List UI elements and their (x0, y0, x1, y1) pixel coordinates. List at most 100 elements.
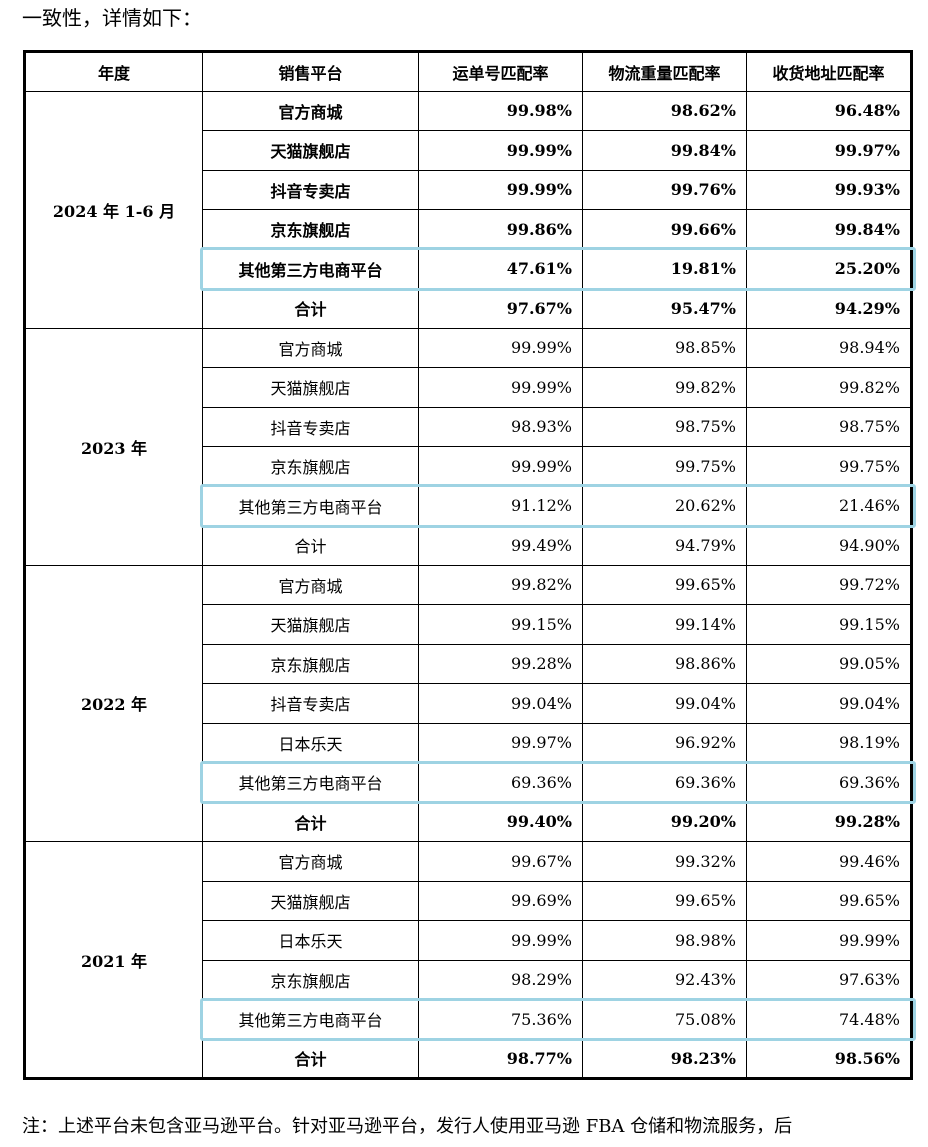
rate-cell: 69.36% (746, 762, 912, 803)
table-row: 京东旗舰店 99.99% 99.75% 99.75% (25, 446, 912, 487)
platform-cell: 官方商城 (202, 327, 419, 368)
platform-cell: 京东旗舰店 (202, 209, 419, 250)
rate-cell: 99.93% (746, 169, 912, 210)
table-row: 2022 年官方商城 99.82% 99.65% 99.72% (24, 564, 912, 842)
rate-cell: 99.99% (746, 920, 912, 961)
table-row: 抖音专卖店 98.93% 98.75% 98.75% (25, 406, 912, 447)
rate-cell: 98.19% (746, 722, 912, 763)
rate-cell: 99.99% (418, 446, 583, 487)
rate-cell: 94.29% (746, 288, 912, 329)
rate-cell: 99.99% (418, 920, 583, 961)
platform-cell: 京东旗舰店 (202, 643, 419, 684)
platform-cell: 合计 (202, 1038, 419, 1079)
rate-cell: 25.20% (746, 248, 912, 289)
platform-cell: 天猫旗舰店 (202, 604, 419, 645)
rate-cell: 99.20% (582, 801, 747, 842)
platform-cell: 其他第三方电商平台 (202, 485, 419, 526)
rate-cell: 99.99% (418, 169, 583, 210)
rate-cell: 99.15% (418, 604, 583, 645)
intro-text: 一致性，详情如下： (22, 6, 202, 30)
rate-cell: 92.43% (582, 959, 747, 1000)
table-row: 2023 年官方商城 99.99% 98.85% 98.94% (24, 327, 912, 566)
rate-cell: 75.36% (418, 999, 583, 1040)
rate-cell: 98.29% (418, 959, 583, 1000)
rate-cell: 99.69% (418, 880, 583, 921)
rate-cell: 99.76% (582, 169, 747, 210)
rate-cell: 98.85% (582, 327, 747, 368)
table-row: 京东旗舰店 98.29% 92.43% 97.63% (25, 959, 912, 1000)
year-cell: 2021 年 (24, 841, 203, 1079)
table-row: 天猫旗舰店 99.99% 99.84% 99.97% (25, 130, 912, 171)
table-row: 京东旗舰店 99.28% 98.86% 99.05% (25, 643, 912, 684)
platform-cell: 合计 (202, 525, 419, 566)
match-rate-table: 年度 销售平台 运单号匹配率 物流重量匹配率 收货地址匹配率 2024 年 1-… (23, 50, 913, 1080)
platform-cell: 其他第三方电商平台 (202, 762, 419, 803)
rate-cell: 98.75% (746, 406, 912, 447)
rate-cell: 98.77% (418, 1038, 583, 1079)
platform-cell: 其他第三方电商平台 (202, 248, 419, 289)
platform-cell: 京东旗舰店 (202, 446, 419, 487)
rate-cell: 99.82% (418, 564, 583, 605)
rate-cell: 99.46% (746, 841, 912, 882)
rate-cell: 98.98% (582, 920, 747, 961)
table-row: 其他第三方电商平台 47.61% 19.81% 25.20% (25, 248, 912, 289)
rate-cell: 98.23% (582, 1038, 747, 1079)
rate-cell: 99.14% (582, 604, 747, 645)
rate-cell: 99.49% (418, 525, 583, 566)
rate-cell: 94.90% (746, 525, 912, 566)
rate-cell: 96.92% (582, 722, 747, 763)
platform-cell: 合计 (202, 288, 419, 329)
rate-cell: 99.04% (418, 683, 583, 724)
rate-cell: 74.48% (746, 999, 912, 1040)
rate-cell: 19.81% (582, 248, 747, 289)
year-cell: 2024 年 1-6 月 (24, 90, 203, 329)
rate-cell: 99.75% (746, 446, 912, 487)
platform-cell: 日本乐天 (202, 920, 419, 961)
table-row: 其他第三方电商平台 75.36% 75.08% 74.48% (25, 999, 912, 1040)
rate-cell: 94.79% (582, 525, 747, 566)
rate-cell: 21.46% (746, 485, 912, 526)
table-row: 合计 97.67% 95.47% 94.29% (25, 288, 912, 329)
rate-cell: 97.67% (418, 288, 583, 329)
rate-cell: 75.08% (582, 999, 747, 1040)
rate-cell: 99.97% (746, 130, 912, 171)
platform-cell: 抖音专卖店 (202, 169, 419, 210)
rate-cell: 91.12% (418, 485, 583, 526)
platform-cell: 官方商城 (202, 841, 419, 882)
rate-cell: 99.98% (418, 90, 583, 131)
rate-cell: 99.66% (582, 209, 747, 250)
rate-cell: 99.28% (418, 643, 583, 684)
rate-cell: 95.47% (582, 288, 747, 329)
platform-cell: 日本乐天 (202, 722, 419, 763)
rate-cell: 97.63% (746, 959, 912, 1000)
rate-cell: 99.28% (746, 801, 912, 842)
rate-cell: 99.75% (582, 446, 747, 487)
rate-cell: 99.65% (746, 880, 912, 921)
header-year: 年度 (24, 51, 203, 92)
rate-cell: 69.36% (418, 762, 583, 803)
rate-cell: 99.04% (746, 683, 912, 724)
year-cell: 2022 年 (24, 564, 203, 842)
rate-cell: 99.65% (582, 880, 747, 921)
rate-cell: 99.84% (582, 130, 747, 171)
year-cell: 2023 年 (24, 327, 203, 566)
table-row: 2021 年官方商城 99.67% 99.32% 99.46% (24, 841, 912, 1079)
rate-cell: 99.04% (582, 683, 747, 724)
platform-cell: 天猫旗舰店 (202, 367, 419, 408)
rate-cell: 99.86% (418, 209, 583, 250)
rate-cell: 99.40% (418, 801, 583, 842)
platform-cell: 合计 (202, 801, 419, 842)
rate-cell: 98.94% (746, 327, 912, 368)
rate-cell: 99.65% (582, 564, 747, 605)
rate-cell: 99.15% (746, 604, 912, 645)
rate-cell: 47.61% (418, 248, 583, 289)
rate-cell: 96.48% (746, 90, 912, 131)
rate-cell: 99.72% (746, 564, 912, 605)
platform-cell: 天猫旗舰店 (202, 880, 419, 921)
header-platform: 销售平台 (202, 51, 419, 92)
platform-cell: 官方商城 (202, 564, 419, 605)
rate-cell: 99.82% (582, 367, 747, 408)
rate-cell: 98.62% (582, 90, 747, 131)
rate-cell: 99.82% (746, 367, 912, 408)
rate-cell: 99.32% (582, 841, 747, 882)
